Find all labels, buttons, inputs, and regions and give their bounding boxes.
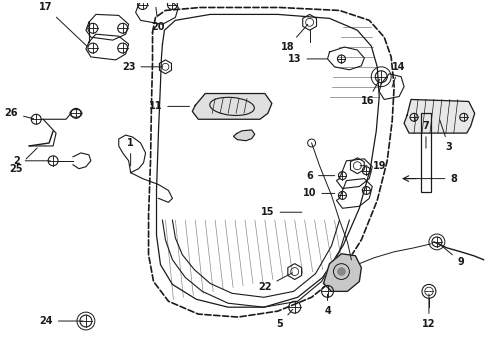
Text: 19: 19 [359, 161, 385, 171]
Polygon shape [233, 130, 254, 141]
Text: 21: 21 [0, 359, 1, 360]
Text: 26: 26 [4, 108, 33, 118]
Text: 25: 25 [10, 148, 37, 174]
Text: 17: 17 [40, 3, 87, 46]
Text: 24: 24 [40, 316, 83, 326]
Text: 13: 13 [287, 54, 326, 64]
Text: 4: 4 [324, 294, 330, 316]
Bar [420, 113, 430, 193]
Text: 3: 3 [439, 120, 451, 152]
Text: 5: 5 [276, 309, 292, 329]
Text: 2: 2 [13, 156, 50, 166]
Polygon shape [403, 99, 474, 133]
Text: 7: 7 [422, 121, 428, 148]
Polygon shape [192, 94, 271, 119]
Text: 11: 11 [148, 102, 189, 111]
Circle shape [337, 267, 345, 275]
Text: 12: 12 [421, 294, 435, 329]
Text: 16: 16 [360, 79, 379, 107]
Text: 22: 22 [258, 273, 292, 292]
Text: 10: 10 [302, 188, 334, 198]
Text: 18: 18 [281, 24, 307, 52]
Text: 20: 20 [151, 7, 165, 32]
Text: 14: 14 [391, 62, 405, 87]
Text: 23: 23 [122, 62, 163, 72]
Text: 9: 9 [438, 244, 463, 267]
Text: 1: 1 [127, 138, 134, 166]
Polygon shape [323, 254, 361, 291]
Text: 6: 6 [305, 171, 334, 181]
Text: 15: 15 [261, 207, 301, 217]
Text: 8: 8 [403, 174, 456, 184]
